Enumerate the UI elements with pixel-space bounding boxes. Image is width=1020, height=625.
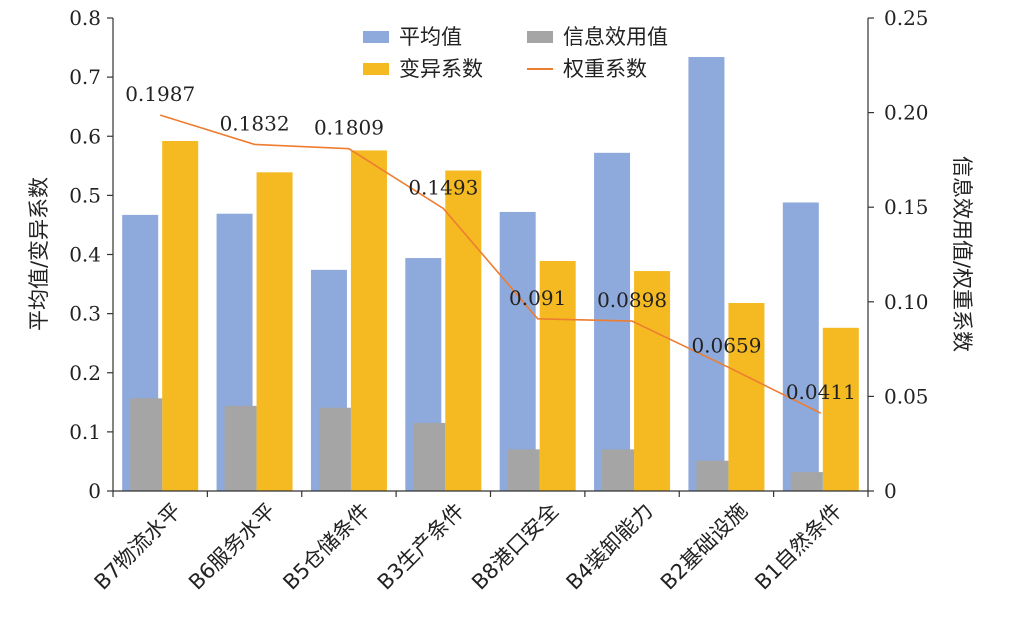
left-tick-label-1: 0.1 [69, 420, 101, 444]
bar-avg-4 [499, 211, 536, 491]
left-tick-label-0: 0 [88, 479, 101, 503]
bar-cv-5 [634, 271, 671, 491]
right-tick-label-5: 0.25 [884, 6, 929, 30]
right-tick-label-0: 0 [884, 479, 897, 503]
left-tick-label-3: 0.3 [69, 302, 101, 326]
bar-info-7 [790, 472, 823, 491]
bar-cv-1 [256, 172, 293, 491]
legend-swatch-2 [363, 63, 389, 75]
bar-cv-6 [728, 302, 765, 491]
bar-info-4 [507, 449, 540, 491]
bar-cv-3 [445, 170, 482, 492]
left-tick-label-5: 0.5 [69, 183, 101, 207]
bar-info-5 [602, 449, 635, 491]
weight-label-2: 0.1809 [314, 116, 384, 140]
labels-layer: 0.1987 0.1832 0.1809 0.1493 0.091 0.0898 0.065… [125, 82, 856, 404]
category-label-6: B2基础设施 [656, 499, 752, 595]
legend-swatch-1 [527, 31, 553, 43]
left-tick-label-2: 0.2 [69, 361, 101, 385]
weight-line-layer [159, 114, 822, 414]
weight-label-0: 0.1987 [125, 82, 195, 106]
left-tick-label-7: 0.7 [69, 65, 101, 89]
weight-label-7: 0.0411 [786, 380, 856, 404]
legend-label-0: 平均值 [399, 25, 462, 49]
bar-info-2 [318, 407, 351, 491]
category-label-7: B1自然条件 [750, 499, 846, 595]
bar-cv-2 [350, 150, 387, 491]
legend-swatch-0 [363, 31, 389, 43]
category-label-0: B7物流水平 [90, 499, 186, 595]
left-tick-label-6: 0.6 [69, 124, 101, 148]
bar-avg-7 [782, 202, 819, 491]
bars-layer [122, 57, 859, 492]
right-tick-label-4: 0.20 [884, 101, 929, 125]
weight-label-1: 0.1832 [220, 111, 290, 135]
right-tick-label-3: 0.15 [884, 195, 929, 219]
weight-label-6: 0.0659 [691, 333, 761, 357]
right-axis-title: 信息效用值/权重系数 [950, 156, 974, 352]
category-label-4: B8港口安全 [467, 499, 563, 595]
bar-avg-6 [688, 57, 725, 492]
legend-label-1: 信息效用值 [563, 25, 668, 49]
bar-cv-7 [822, 327, 859, 491]
category-label-2: B5仓储条件 [278, 499, 374, 595]
weight-label-5: 0.0898 [597, 288, 667, 312]
right-tick-label-1: 0.05 [884, 384, 929, 408]
bar-info-0 [130, 398, 163, 491]
weight-label-4: 0.091 [509, 286, 566, 310]
category-label-5: B4装卸能力 [562, 499, 658, 595]
legend-label-2: 变异系数 [399, 57, 483, 81]
left-axis-title: 平均值/变异系数 [27, 177, 51, 331]
bar-info-1 [224, 405, 257, 491]
weight-label-3: 0.1493 [408, 176, 478, 200]
bar-info-3 [413, 422, 446, 491]
bar-avg-5 [594, 152, 631, 491]
category-label-1: B6服务水平 [184, 499, 280, 595]
bar-cv-4 [539, 261, 576, 491]
left-tick-label-8: 0.8 [69, 6, 101, 30]
category-label-3: B3生产条件 [373, 499, 469, 595]
left-tick-label-4: 0.4 [69, 243, 101, 267]
bar-info-6 [696, 460, 729, 491]
legend-label-3: 权重系数 [563, 57, 647, 81]
bar-cv-0 [162, 140, 199, 492]
weight-line [159, 114, 822, 414]
right-tick-label-2: 0.10 [884, 290, 929, 314]
